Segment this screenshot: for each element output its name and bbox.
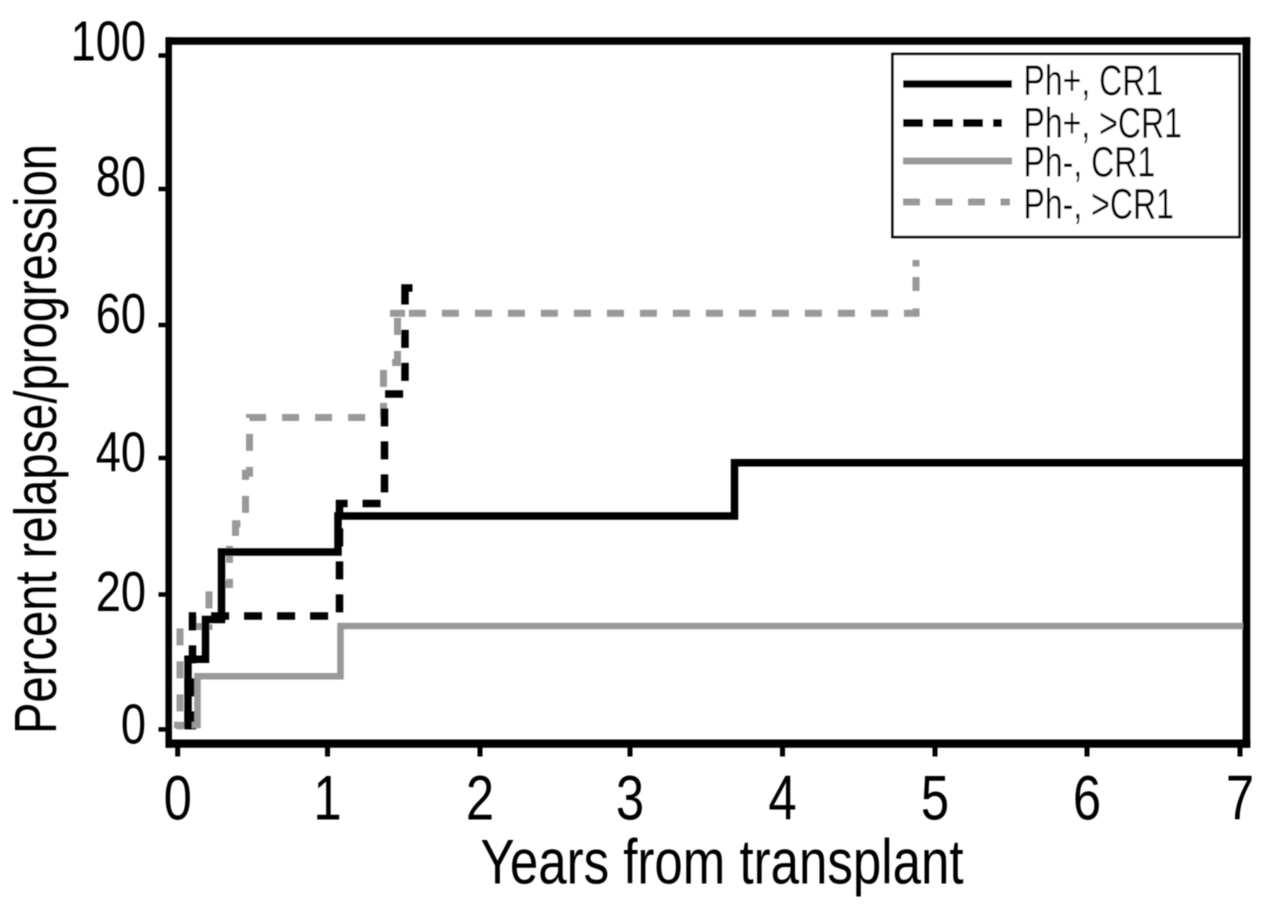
svg-text:2: 2 — [466, 763, 494, 834]
svg-text:Ph+, CR1: Ph+, CR1 — [1024, 58, 1164, 106]
svg-text:Ph-, CR1: Ph-, CR1 — [1024, 139, 1156, 187]
svg-text:40: 40 — [96, 421, 146, 484]
svg-text:3: 3 — [616, 763, 644, 834]
svg-text:100: 100 — [71, 10, 146, 73]
svg-text:60: 60 — [96, 282, 146, 345]
svg-text:80: 80 — [96, 145, 146, 208]
svg-text:5: 5 — [921, 763, 949, 834]
svg-text:Ph+, >CR1: Ph+, >CR1 — [1024, 100, 1182, 148]
svg-text:Years from transplant: Years from transplant — [480, 827, 963, 897]
svg-text:0: 0 — [121, 693, 146, 756]
svg-text:6: 6 — [1073, 763, 1101, 834]
svg-text:0: 0 — [164, 763, 192, 834]
svg-text:7: 7 — [1226, 763, 1254, 834]
svg-text:20: 20 — [96, 560, 146, 623]
svg-text:Ph-, >CR1: Ph-, >CR1 — [1024, 181, 1174, 229]
svg-text:1: 1 — [313, 763, 341, 834]
svg-text:Percent relapse/progression: Percent relapse/progression — [4, 144, 69, 734]
svg-text:4: 4 — [768, 763, 796, 834]
